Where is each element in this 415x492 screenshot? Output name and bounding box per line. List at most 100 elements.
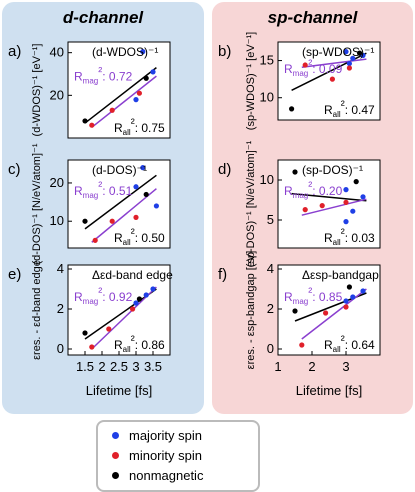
panel-e-point-majority-spin — [133, 300, 139, 306]
panel-f-ytick-label: 4 — [267, 261, 274, 276]
panel-e-ytick-label: 2 — [57, 301, 64, 316]
panel-d-point-majority-spin — [350, 208, 356, 214]
legend-item-minority: minority spin — [112, 448, 202, 463]
panel-b-point-nonmagnetic — [289, 106, 295, 112]
d-channel-title: d-channel — [62, 8, 144, 27]
panel-e-xtick-label: 2.5 — [110, 359, 128, 374]
panel-e-point-minority-spin — [130, 306, 136, 312]
panel-f-annotation: Δεsp-bandgap — [302, 268, 379, 282]
panel-a-letter: a) — [8, 43, 21, 60]
panel-a-ytick-label: 40 — [50, 45, 64, 60]
panel-c-ylabel: (d-DOS)⁻¹ [N/eV/atom]⁻¹ — [31, 143, 43, 264]
panel-a-point-nonmagnetic — [82, 118, 88, 124]
panel-e-point-minority-spin — [106, 326, 112, 332]
panel-d-r-mag-label: Rmag²: 0.20 — [284, 179, 343, 200]
panel-b-ylabel: (sp-WDOS)⁻¹ [eV⁻¹] — [245, 32, 257, 130]
panel-e-point-majority-spin — [143, 292, 149, 298]
panel-a-r-all-label: Rall²: 0.75 — [114, 116, 165, 137]
panel-e-xlabel: Lifetime [fs] — [86, 383, 152, 398]
panel-d-point-nonmagnetic — [353, 179, 359, 185]
panel-c-letter: c) — [8, 161, 21, 178]
panel-f-xlabel: Lifetime [fs] — [296, 383, 362, 398]
panel-b-ytick-label: 10 — [260, 90, 274, 105]
panel-e-r-all-label: Rall²: 0.86 — [114, 333, 165, 354]
panel-f-point-minority-spin — [343, 304, 349, 310]
panel-c-point-nonmagnetic — [82, 218, 88, 224]
sp-channel-title: sp-channel — [267, 8, 358, 27]
panel-b-fit-mag-line — [301, 58, 367, 69]
panel-e-ylabel: εres. - εd-band edge — [31, 260, 43, 360]
panel-f-r-all-label: Rall²: 0.64 — [324, 333, 375, 354]
panel-f-xtick-label: 3 — [342, 359, 349, 374]
panel-f-r-mag-label: Rmag²: 0.85 — [284, 285, 343, 306]
panel-f-point-minority-spin — [323, 310, 329, 316]
panel-d-r-all-label: Rall²: 0.03 — [324, 226, 375, 247]
panel-e-point-nonmagnetic — [82, 330, 88, 336]
panel-c-fit-mag-line — [91, 188, 157, 243]
legend-label-minority: minority spin — [129, 448, 202, 463]
panel-d-point-minority-spin — [302, 207, 308, 213]
legend: majority spin minority spin nonmagnetic — [96, 420, 260, 492]
panel-c-point-minority-spin — [133, 214, 139, 220]
panel-e-ytick-label: 0 — [57, 341, 64, 356]
panel-a-point-majority-spin — [140, 49, 146, 55]
panel-d-ytick-label: 5 — [267, 212, 274, 227]
panel-c-point-majority-spin — [153, 203, 159, 209]
panel-d-ylabel: (sp-DOS)⁻¹ [N/eV/atom]⁻¹ — [245, 140, 257, 267]
panel-e-point-majority-spin — [150, 286, 156, 292]
panel-a-annotation: (d-WDOS)⁻¹ — [92, 45, 158, 59]
panel-e-ytick-label: 4 — [57, 261, 64, 276]
panel-f-xtick-label: 1 — [274, 359, 281, 374]
panel-e-xtick-label: 2 — [98, 359, 105, 374]
nonmagnetic-dot-icon — [112, 472, 119, 479]
panel-b-point-minority-spin — [346, 65, 352, 71]
panel-e-point-minority-spin — [89, 344, 95, 350]
panel-f-xtick-label: 2 — [308, 359, 315, 374]
panel-c-ytick-label: 20 — [50, 175, 64, 190]
panel-b-r-all-label: Rall²: 0.47 — [324, 98, 375, 119]
minority-dot-icon — [112, 452, 119, 459]
panel-e-letter: e) — [8, 266, 21, 283]
panel-d-fit-mag-line — [301, 198, 367, 216]
panel-d-point-majority-spin — [343, 219, 349, 225]
panel-c-point-majority-spin — [140, 165, 146, 171]
panel-f-fit-mag-line — [301, 288, 367, 340]
panel-b-point-minority-spin — [329, 76, 335, 82]
panel-b-point-nonmagnetic — [357, 50, 363, 56]
panel-f-point-nonmagnetic — [292, 308, 298, 314]
panel-a-point-minority-spin — [136, 90, 142, 96]
panel-c-annotation: (d-DOS)⁻¹ — [92, 163, 147, 177]
legend-label-majority: majority spin — [129, 428, 202, 443]
panel-c-r-mag-label: Rmag²: 0.51 — [74, 179, 133, 200]
panel-a-r-mag-label: Rmag²: 0.72 — [74, 64, 133, 85]
panel-a-ytick-label: 20 — [50, 87, 64, 102]
legend-item-nonmagnetic: nonmagnetic — [112, 468, 203, 483]
panel-d-point-minority-spin — [343, 199, 349, 205]
panel-e-annotation: Δεd-band edge — [92, 268, 173, 282]
panel-d-ytick-label: 10 — [260, 172, 274, 187]
panel-c-fit-all-line — [84, 174, 157, 230]
panel-a-ylabel: (d-WDOS)⁻¹ [eV⁻¹] — [31, 44, 43, 137]
panel-f-letter: f) — [218, 266, 227, 283]
panel-d-point-minority-spin — [319, 203, 325, 209]
panel-b-point-majority-spin — [350, 55, 356, 61]
panel-e-plot-area — [67, 264, 171, 356]
panel-d-plot-area — [277, 159, 381, 249]
panel-d-fit-all-line — [291, 192, 367, 202]
panel-e-fit-all-line — [84, 288, 157, 340]
panel-a-fit-mag-line — [91, 75, 157, 128]
panel-a-point-nonmagnetic — [143, 75, 149, 81]
panel-a-point-minority-spin — [89, 122, 95, 128]
panel-f-ytick-label: 2 — [267, 301, 274, 316]
panel-c-point-nonmagnetic — [143, 191, 149, 198]
panel-a-point-majority-spin — [133, 97, 139, 103]
panel-f-ylabel: εres. - εsp-bandgap [eV] — [245, 251, 257, 370]
panel-f-point-majority-spin — [360, 288, 366, 294]
panel-e-point-nonmagnetic — [136, 296, 142, 302]
panel-a-point-majority-spin — [150, 69, 156, 75]
legend-label-nonmagnetic: nonmagnetic — [129, 468, 204, 483]
panel-b-letter: b) — [218, 43, 231, 60]
panel-b-point-minority-spin — [302, 62, 308, 68]
panel-c-ytick-label: 10 — [50, 213, 64, 228]
